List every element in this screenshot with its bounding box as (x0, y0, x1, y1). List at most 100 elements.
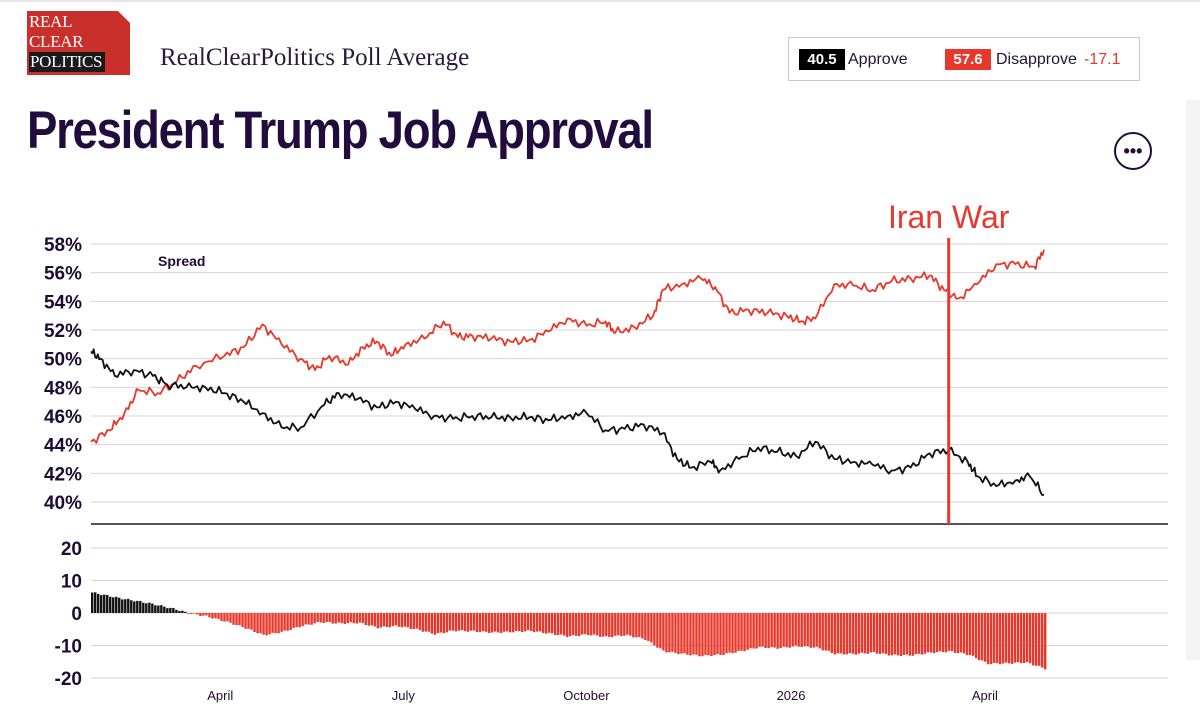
spread-bar (686, 613, 689, 655)
more-options-button[interactable]: ••• (1114, 132, 1152, 170)
spread-bar (791, 613, 794, 647)
spread-bar (274, 613, 277, 634)
spread-bar (1025, 613, 1029, 663)
spread-bar (346, 613, 349, 624)
x-tick-label: July (392, 688, 416, 703)
spread-bar (917, 613, 921, 654)
spread-bar (839, 613, 842, 654)
spread-bar (833, 613, 836, 655)
spread-bar (728, 613, 731, 653)
logo-line-3: POLITICS (29, 52, 106, 72)
spread-bar (1004, 613, 1008, 663)
spread-bar (872, 613, 876, 653)
spread-bar (397, 613, 401, 627)
spread-bar (602, 613, 605, 637)
spread-bar (481, 613, 485, 632)
spread-bar (683, 613, 686, 654)
spread-bar (400, 613, 404, 628)
spread-bar (253, 613, 256, 633)
spread-bar (130, 600, 133, 613)
spread-bar (355, 613, 358, 624)
spread-bar (677, 613, 680, 655)
spread-bar (632, 613, 635, 638)
spread-bar (487, 613, 491, 634)
spread-bar (526, 613, 530, 631)
spread-bar (584, 613, 587, 635)
spread-bar (716, 613, 719, 655)
spread-bar (454, 613, 458, 632)
spread-bar (394, 613, 398, 626)
chart-subtitle: RealClearPolitics Poll Average (160, 44, 470, 71)
spread-bar (409, 613, 413, 630)
spread-bar (992, 613, 996, 663)
spread-bar (770, 613, 773, 648)
spread-bar (472, 613, 476, 631)
rcp-logo[interactable]: REAL CLEAR POLITICS (27, 11, 130, 75)
spread-bar (541, 613, 545, 633)
spread-bar (205, 613, 208, 616)
spread-bar (860, 613, 864, 653)
spread-bar (851, 613, 854, 654)
spread-bar (352, 613, 355, 624)
spread-bar (160, 605, 163, 613)
spread-bar (701, 613, 704, 657)
spread-bar (244, 613, 247, 629)
spread-bar (848, 613, 851, 654)
spread-bar (662, 613, 665, 651)
x-tick-label: 2026 (777, 688, 806, 703)
spread-bar (562, 613, 566, 636)
spread-bar (995, 613, 999, 664)
spread-bar (611, 613, 614, 638)
spread-bar (1010, 613, 1014, 664)
spread-bar (184, 611, 187, 613)
spread-bar (875, 613, 879, 654)
spread-bar (947, 613, 951, 651)
spread-bar (713, 613, 716, 656)
spread-bar (181, 610, 184, 613)
spread-bar (977, 613, 981, 661)
spread-bar (121, 599, 124, 613)
spread-bar (857, 613, 861, 654)
page-scrollbar[interactable] (1186, 100, 1200, 660)
spread-bar (262, 613, 265, 635)
spread-bar (391, 613, 395, 627)
spread-bar (998, 613, 1002, 665)
spread-bar (866, 613, 870, 654)
spread-bar (605, 613, 608, 637)
spread-bar (370, 613, 373, 626)
spread-bar (614, 613, 617, 636)
spread-bar (746, 613, 749, 650)
spread-bar (436, 613, 440, 634)
approve-label: Approve (848, 51, 908, 68)
spread-bar (1037, 613, 1041, 666)
spread-bar (620, 613, 623, 637)
spread-bar (878, 613, 882, 655)
spread-bar (644, 613, 647, 641)
spread-bar (890, 613, 894, 656)
spread-bar (812, 613, 815, 648)
y-tick-label: 58% (44, 235, 82, 256)
spread-bar (484, 613, 488, 632)
spread-bar (983, 613, 987, 662)
spread-bar (776, 613, 779, 649)
spread-bar (803, 613, 806, 647)
spread-bar (379, 613, 383, 628)
spread-bar (178, 610, 181, 613)
spread-bar (767, 613, 770, 649)
y-tick-label: 40% (44, 493, 82, 514)
spread-bar (475, 613, 479, 633)
spread-bar (671, 613, 674, 652)
spread-bar (941, 613, 945, 653)
spread-bar (1007, 613, 1011, 664)
spread-bar (376, 613, 379, 629)
spread-bar (599, 613, 602, 637)
spread-bar (523, 613, 527, 632)
spread-bar (340, 613, 343, 624)
spread-bar (538, 613, 542, 632)
spread-bar (1044, 613, 1047, 670)
spread-bar (421, 613, 425, 632)
approve-value-badge: 40.5 (799, 49, 845, 70)
spread-bar (388, 613, 392, 628)
spread-bar (617, 613, 620, 636)
page-title: President Trump Job Approval (27, 101, 654, 160)
